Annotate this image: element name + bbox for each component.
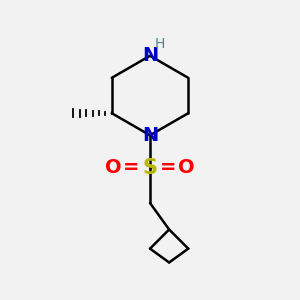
Text: N: N xyxy=(142,126,158,145)
Text: O: O xyxy=(178,158,195,177)
Text: O: O xyxy=(105,158,122,177)
Text: =: = xyxy=(160,158,177,177)
Text: H: H xyxy=(154,37,165,51)
Text: =: = xyxy=(123,158,140,177)
Text: S: S xyxy=(142,158,158,178)
Text: N: N xyxy=(142,46,158,65)
